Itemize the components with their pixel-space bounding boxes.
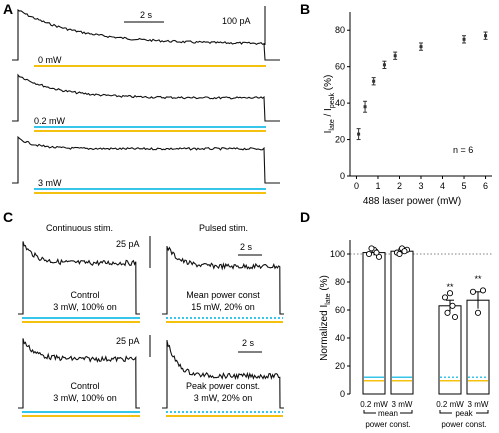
panel-d-bar-label: 3 mW	[392, 400, 413, 409]
panel-b-y-tick-label: 60	[335, 62, 345, 72]
panel-d-group-bracket	[439, 410, 489, 414]
panel-b-x-tick-label: 0	[354, 181, 359, 191]
panel-d-dot	[396, 250, 403, 258]
panel-d-y-tick-label: 80	[335, 277, 345, 287]
panel-b-point	[419, 45, 423, 49]
panel-c-trace-control-bottom	[18, 338, 140, 409]
panel-d-y-tick-label: 20	[335, 361, 345, 371]
panel-c-cell3-line1: Peak power const.	[186, 381, 260, 391]
panel-b-x-tick-label: 1	[375, 181, 380, 191]
panel-a-time-scale-label: 2 s	[140, 10, 153, 20]
panel-a: 2 s 100 pA 0 mW 0.2 mW 3 mW	[12, 6, 280, 194]
panel-b-chart: 0 20 40 60 80 0 1 2 3 4 5 6 Ilate / Ipeak (%) 488 l…	[323, 12, 492, 207]
panel-a-trace-label-0mw: 0 mW	[38, 55, 62, 65]
panel-c-trace-control-top	[18, 241, 140, 315]
panel-a-letter: A	[3, 1, 13, 17]
panel-c-time-scale-label-top: 2 s	[240, 242, 253, 252]
panel-d-dot	[368, 245, 375, 252]
panel-d-group-bracket	[363, 410, 413, 414]
panel-d-group-label-line2: power const.	[441, 420, 486, 429]
panel-b-y-tick-label: 0	[340, 171, 345, 181]
panel-c-cell3-line2: 3 mW, 20% on	[194, 393, 253, 403]
panel-d-dot	[365, 250, 373, 258]
panel-b-point	[357, 132, 361, 136]
panel-d-bar-label: 0.2 mW	[436, 400, 464, 409]
panel-b-n-annotation: n = 6	[453, 145, 473, 155]
panel-d-significance: **	[446, 282, 454, 292]
panel-c-current-scale-label-bottom: 25 pA	[116, 336, 140, 346]
panel-b-letter: B	[300, 1, 310, 17]
panel-b-x-axis-label: 488 laser power (mW)	[363, 196, 461, 207]
panel-c-cell0-line1: Control	[70, 290, 99, 300]
panel-c-cell2-line1: Control	[70, 381, 99, 391]
panel-c-cell1-line1: Mean power const	[186, 290, 260, 300]
panel-c-current-scale-label-top: 25 pA	[116, 239, 140, 249]
panel-d-letter: D	[300, 209, 310, 225]
panel-a-trace-label-3mw: 3 mW	[38, 178, 62, 188]
panel-b-x-tick-label: 5	[462, 181, 467, 191]
panel-a-trace-label-0.2mw: 0.2 mW	[34, 116, 66, 126]
panel-c-col-right-title: Pulsed stim.	[199, 223, 248, 233]
panel-d-y-axis-label: Normalized Ilate (%)	[319, 275, 332, 361]
panel-d-dot	[441, 294, 449, 301]
panel-b-point	[462, 37, 466, 41]
panel-a-trace-3mw	[12, 135, 280, 184]
panel-b-point	[382, 63, 386, 67]
panel-c-cell1-line2: 15 mW, 20% on	[191, 302, 255, 312]
panel-b-y-tick-label: 80	[335, 25, 345, 35]
panel-d-bar-label: 0.2 mW	[360, 400, 388, 409]
panel-c-cell2-line2: 3 mW, 100% on	[53, 393, 117, 403]
panel-d-dot	[479, 287, 487, 294]
panel-d-bar	[390, 250, 414, 395]
panel-b-x-tick-label: 3	[418, 181, 423, 191]
panel-a-current-scale-label: 100 pA	[222, 16, 251, 26]
panel-b-y-tick-label: 40	[335, 98, 345, 108]
panel-b-x-tick-label: 6	[483, 181, 488, 191]
panel-d-dot	[451, 313, 459, 321]
panel-d-y-tick-label: 40	[335, 333, 345, 343]
panel-d-dot	[449, 302, 456, 309]
panel-d-dot	[373, 249, 380, 256]
panel-d-bar-label: 3 mW	[468, 400, 489, 409]
panel-c-trace-peak-power	[162, 340, 284, 409]
panel-b-y-axis-label: Ilate / Ipeak (%)	[323, 75, 336, 134]
panel-b-point	[372, 79, 376, 83]
panel-d-group-label-line2: power const.	[365, 420, 410, 429]
panel-d-dot	[444, 309, 451, 316]
panel-b-x-tick-label: 2	[397, 181, 402, 191]
panel-b-y-tick-label: 20	[335, 135, 345, 145]
panel-c: Continuous stim. Pulsed stim. 25 pA 2 s …	[18, 223, 284, 417]
panel-d-dot	[474, 309, 482, 316]
panel-b-point	[363, 105, 367, 109]
panel-b-point	[393, 54, 397, 58]
panel-c-cell0-line2: 3 mW, 100% on	[53, 302, 117, 312]
panel-c-col-left-title: Continuous stim.	[46, 223, 113, 233]
panel-d-group-label-line1: peak	[455, 409, 473, 418]
panel-d-dot	[401, 248, 408, 255]
panel-d-group-label-line1: mean	[378, 409, 398, 418]
panel-c-time-scale-label-bottom: 2 s	[242, 338, 255, 348]
panel-d-y-tick-label: 60	[335, 305, 345, 315]
panel-c-trace-mean-power	[162, 246, 284, 315]
panel-d-y-tick-label: 100	[330, 249, 345, 259]
panel-d-y-tick-label: 0	[340, 389, 345, 399]
panel-a-trace-0.2mw	[12, 73, 280, 122]
panel-c-letter: C	[3, 209, 13, 225]
panel-d-bar	[362, 252, 386, 395]
panel-d-dot	[469, 288, 477, 295]
panel-a-trace-0mw	[12, 8, 280, 61]
panel-b-x-tick-label: 4	[440, 181, 445, 191]
panel-d-dot	[446, 290, 454, 297]
panel-b-point	[484, 34, 488, 38]
panel-d-significance: **	[474, 274, 482, 284]
